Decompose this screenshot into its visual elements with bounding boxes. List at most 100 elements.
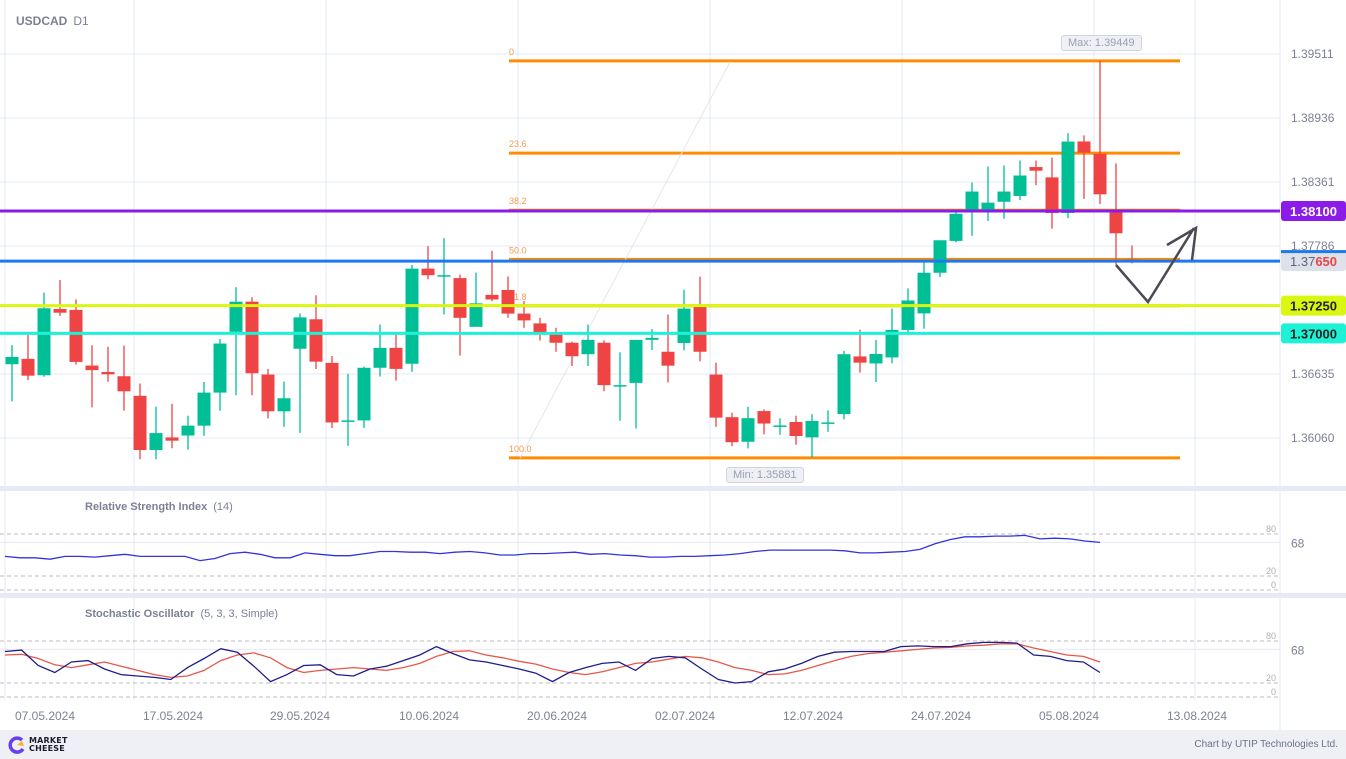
- candle-body[interactable]: [677, 308, 691, 343]
- candle-body[interactable]: [85, 365, 99, 371]
- symbol-name: USDCAD: [16, 14, 68, 28]
- candle-body[interactable]: [501, 290, 515, 314]
- candle-body[interactable]: [709, 374, 723, 418]
- logo-text-market: MARKET: [29, 736, 68, 745]
- indicator-value-label: 68: [1291, 643, 1305, 657]
- candle-body[interactable]: [101, 372, 115, 375]
- date-axis-label: 07.05.2024: [15, 709, 75, 723]
- candle-body[interactable]: [421, 268, 435, 276]
- stochastic-line: [4, 643, 1101, 679]
- candle-body[interactable]: [485, 294, 499, 300]
- candle-body[interactable]: [693, 304, 707, 352]
- candle-body[interactable]: [597, 342, 611, 386]
- stochastic-title-text: Stochastic Oscillator: [85, 608, 195, 620]
- date-axis-label: 13.08.2024: [1167, 709, 1227, 723]
- candle-body[interactable]: [1077, 141, 1091, 153]
- candle-body[interactable]: [229, 301, 243, 332]
- candle-body[interactable]: [725, 417, 739, 443]
- candle-body[interactable]: [645, 337, 659, 340]
- indicator-level-label: 20: [1266, 673, 1276, 683]
- indicator-level-label: 80: [1266, 631, 1276, 641]
- candle-body[interactable]: [165, 437, 179, 441]
- candle-body[interactable]: [117, 376, 131, 392]
- candle-body[interactable]: [213, 343, 227, 393]
- date-axis-label: 05.08.2024: [1039, 709, 1099, 723]
- panel-divider: [0, 486, 1346, 491]
- fib-level-label: 100.0: [509, 444, 532, 454]
- date-axis-label: 29.05.2024: [270, 709, 330, 723]
- candle-body[interactable]: [21, 358, 35, 376]
- candle-body[interactable]: [405, 268, 419, 364]
- indicator-level-label: 0: [1271, 580, 1276, 590]
- candle-body[interactable]: [1061, 141, 1075, 214]
- candle-body[interactable]: [565, 342, 579, 357]
- footer-bar: MARKET CHEESE Chart by UTIP Technologies…: [0, 730, 1346, 759]
- price-chart[interactable]: 1.39511 1.38936 1.38361 1.37786 1.36635 1.360…: [0, 0, 1346, 730]
- candle-body[interactable]: [181, 425, 195, 436]
- candle-body[interactable]: [373, 347, 387, 368]
- candle-body[interactable]: [53, 309, 67, 313]
- candle-body[interactable]: [517, 313, 531, 321]
- candle-body[interactable]: [309, 319, 323, 362]
- candle-body[interactable]: [581, 339, 595, 355]
- date-axis-label: 12.07.2024: [783, 709, 843, 723]
- candle-body[interactable]: [821, 422, 835, 424]
- price-level-label: 1.38100: [1290, 204, 1337, 219]
- candle-body[interactable]: [1029, 167, 1043, 171]
- candle-body[interactable]: [629, 339, 643, 383]
- candle-body[interactable]: [1109, 212, 1123, 234]
- candle-body[interactable]: [853, 356, 867, 363]
- candle-body[interactable]: [325, 362, 339, 423]
- price-tick-label: 1.39511: [1291, 47, 1334, 61]
- current-price-marker: [1281, 250, 1346, 254]
- rsi-line: [4, 534, 1101, 562]
- candle-body[interactable]: [341, 420, 355, 422]
- arrow-head-icon: [1166, 225, 1198, 261]
- candle-body[interactable]: [1093, 153, 1107, 195]
- timeframe-label: D1: [73, 14, 89, 28]
- candle-body[interactable]: [949, 213, 963, 241]
- candle-body[interactable]: [997, 191, 1011, 202]
- candle-body[interactable]: [357, 367, 371, 421]
- candle-body[interactable]: [37, 308, 51, 376]
- candle-body[interactable]: [197, 392, 211, 426]
- price-tick-label: 1.36635: [1291, 367, 1335, 381]
- indicator-value-label: 68: [1291, 536, 1305, 550]
- candle-body[interactable]: [149, 433, 163, 451]
- candle-body[interactable]: [965, 191, 979, 213]
- candle-body[interactable]: [741, 418, 755, 442]
- candle-body[interactable]: [917, 272, 931, 314]
- candle-body[interactable]: [437, 275, 451, 277]
- price-level-label: 1.37650: [1290, 254, 1337, 269]
- projection-arrow-path: [1115, 227, 1196, 305]
- indicator-level-label: 20: [1266, 566, 1276, 576]
- candle-body[interactable]: [1045, 177, 1059, 214]
- candle-body[interactable]: [5, 356, 19, 365]
- price-level-badge: [1281, 201, 1346, 222]
- market-cheese-logo[interactable]: MARKET CHEESE: [8, 736, 68, 754]
- candle-body[interactable]: [245, 301, 259, 374]
- candle-body[interactable]: [885, 329, 899, 358]
- candle-body[interactable]: [981, 202, 995, 210]
- candle-body[interactable]: [805, 420, 819, 438]
- candle-body[interactable]: [469, 303, 483, 327]
- candle-body[interactable]: [1013, 175, 1027, 196]
- candle-body[interactable]: [773, 425, 787, 427]
- candle-body[interactable]: [389, 347, 403, 369]
- price-tick-label: 1.38936: [1291, 111, 1335, 125]
- candle-body[interactable]: [837, 354, 851, 415]
- candle-body[interactable]: [789, 421, 803, 436]
- candle-body[interactable]: [901, 300, 915, 330]
- candle-body[interactable]: [869, 353, 883, 364]
- candle-body[interactable]: [533, 323, 547, 335]
- candle-body[interactable]: [453, 278, 467, 318]
- candle-body[interactable]: [261, 374, 275, 412]
- candle-body[interactable]: [133, 395, 147, 451]
- candle-body[interactable]: [69, 309, 83, 362]
- candle-body[interactable]: [661, 351, 675, 366]
- candle-body[interactable]: [549, 334, 563, 343]
- candle-body[interactable]: [613, 385, 627, 387]
- candle-body[interactable]: [757, 411, 771, 424]
- candle-body[interactable]: [933, 240, 947, 273]
- candle-body[interactable]: [277, 398, 291, 412]
